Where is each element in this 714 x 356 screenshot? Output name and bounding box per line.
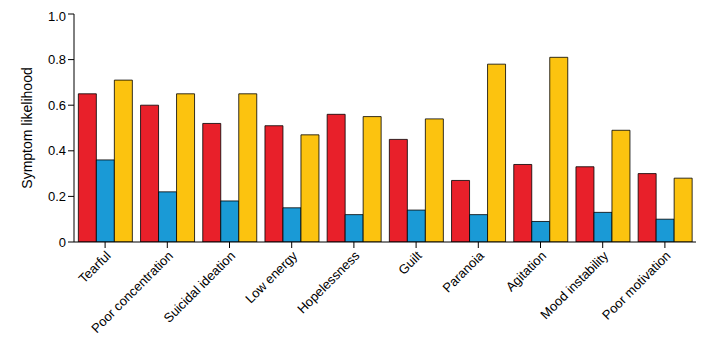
svg-text:Low energy: Low energy [242,248,300,306]
svg-text:Agitation: Agitation [503,248,549,294]
svg-text:Suicidal ideation: Suicidal ideation [161,248,239,326]
svg-text:Hopelessness: Hopelessness [294,248,363,317]
svg-text:Paranoia: Paranoia [440,248,488,296]
svg-text:0.4: 0.4 [48,143,66,158]
svg-text:Poor concentration: Poor concentration [88,248,176,336]
svg-text:Guilt: Guilt [395,248,425,278]
svg-text:Tearful: Tearful [76,248,114,286]
svg-text:0.2: 0.2 [48,189,66,204]
svg-text:Symptom likelihood: Symptom likelihood [19,67,35,188]
svg-text:Mood instability: Mood instability [537,248,612,322]
svg-text:1.0: 1.0 [48,9,66,24]
svg-text:0.8: 0.8 [48,52,66,67]
svg-text:0: 0 [59,235,66,250]
svg-text:0.6: 0.6 [48,98,66,113]
svg-text:Poor motivation: Poor motivation [599,248,673,322]
